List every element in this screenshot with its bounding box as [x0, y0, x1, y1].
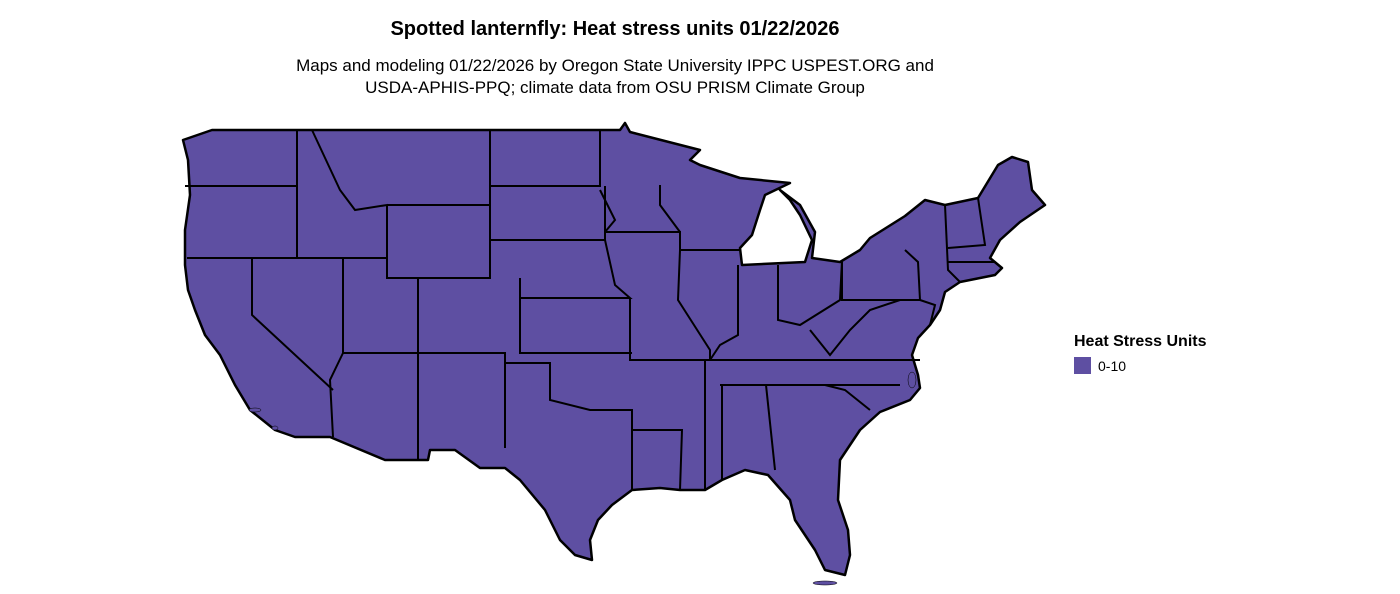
map-title: Spotted lanternfly: Heat stress units 01… [390, 18, 840, 40]
subtitle-line-1: Maps and modeling 01/22/2026 by Oregon S… [296, 56, 934, 75]
legend-title: Heat Stress Units [1074, 333, 1207, 350]
legend-swatch [1074, 357, 1091, 374]
us-outline [181, 121, 1047, 577]
legend: Heat Stress Units 0-10 [1074, 333, 1207, 374]
island-fragments [248, 371, 917, 586]
legend-item-label: 0-10 [1098, 357, 1127, 374]
state-borders [185, 129, 995, 491]
legend-item: 0-10 [1074, 357, 1207, 374]
subtitle-line-2: USDA-APHIS-PPQ; climate data from OSU PR… [365, 78, 865, 97]
map-subtitle: Maps and modeling 01/22/2026 by Oregon S… [0, 55, 1230, 99]
